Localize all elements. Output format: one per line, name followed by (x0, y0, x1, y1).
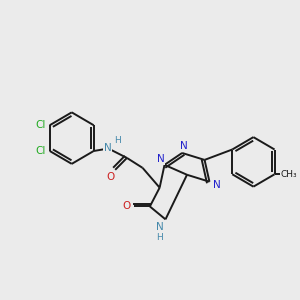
Text: Cl: Cl (36, 120, 46, 130)
Text: N: N (156, 222, 164, 232)
Text: N: N (180, 141, 188, 151)
Text: CH₃: CH₃ (281, 170, 298, 179)
Text: Cl: Cl (36, 146, 46, 156)
Text: N: N (213, 180, 221, 190)
Text: N: N (103, 143, 111, 153)
Text: H: H (156, 233, 163, 242)
Text: O: O (122, 202, 130, 212)
Text: N: N (157, 154, 164, 164)
Text: H: H (114, 136, 121, 145)
Text: O: O (106, 172, 114, 182)
